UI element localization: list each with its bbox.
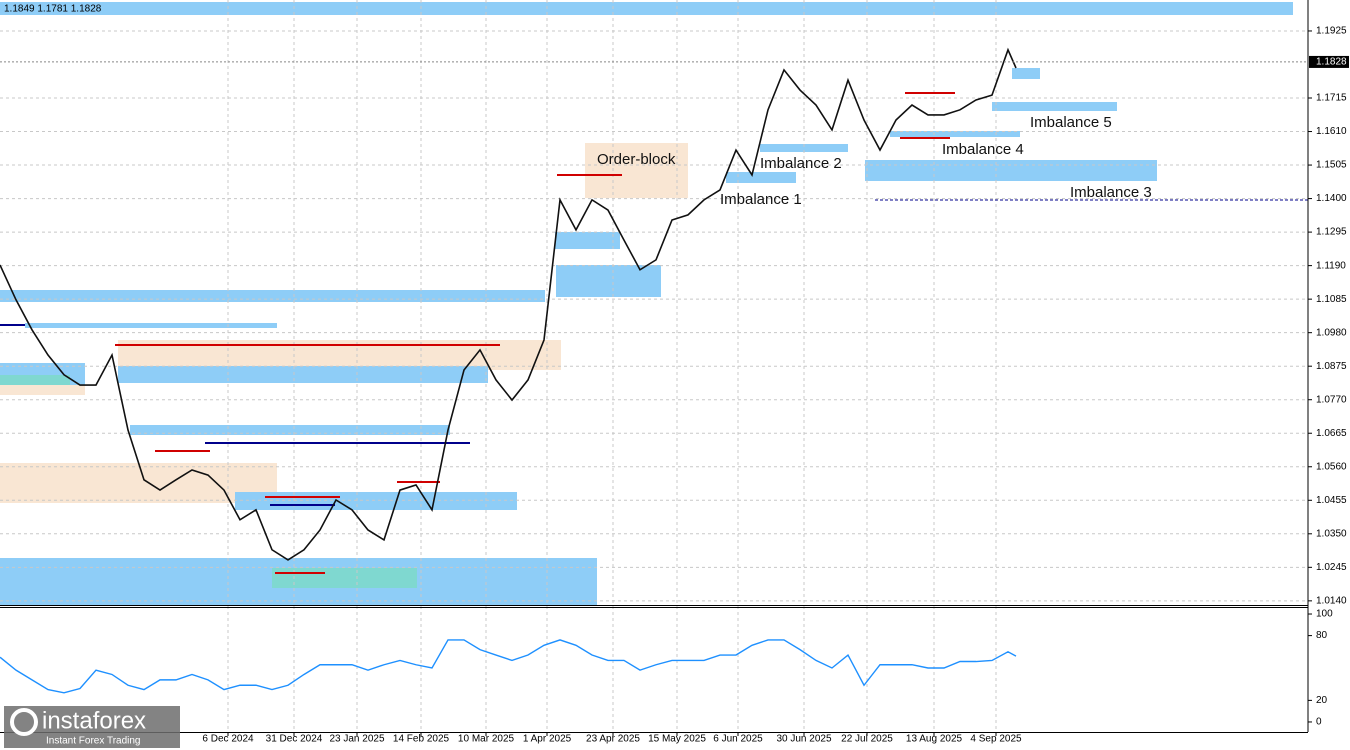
x-tick-label: 14 Feb 2025	[393, 734, 450, 745]
watermark-tagline: Instant Forex Trading	[46, 736, 141, 747]
y-tick-label: 20	[1316, 695, 1328, 706]
header-text: 1.1849 1.1781 1.1828	[4, 4, 102, 15]
imbalance-zone	[890, 131, 1020, 137]
watermark-logo	[10, 708, 38, 736]
price-line	[0, 47, 1017, 561]
imbalance-zone	[1012, 68, 1040, 79]
zones	[0, 2, 1293, 605]
annotation: Order-block	[597, 151, 676, 168]
annotation: Imbalance 4	[942, 141, 1024, 158]
x-tick-label: 13 Aug 2025	[906, 734, 963, 745]
annotation: Imbalance 1	[720, 191, 802, 208]
y-tick-label: 1.1085	[1316, 294, 1347, 305]
imbalance-zone	[235, 492, 517, 510]
y-tick-label: 1.1505	[1316, 160, 1347, 171]
y-tick-label: 1.0245	[1316, 562, 1347, 573]
x-tick-label: 23 Apr 2025	[586, 734, 640, 745]
order-block-zone	[585, 143, 688, 198]
watermark-brand: instaforex	[42, 707, 146, 734]
y-tick-label: 1.0455	[1316, 495, 1347, 506]
y-tick-label: 1.0980	[1316, 327, 1347, 338]
annotation: Imbalance 2	[760, 155, 842, 172]
x-tick-label: 31 Dec 2024	[266, 734, 323, 745]
imbalance-zone	[118, 366, 488, 383]
y-tick-label: 1.1925	[1316, 26, 1347, 37]
annotation: Imbalance 3	[1070, 184, 1152, 201]
x-tick-label: 30 Jun 2025	[776, 734, 831, 745]
y-tick-label: 1.1190	[1316, 260, 1346, 271]
imbalance-zone	[992, 102, 1117, 111]
y-tick-label: 0	[1316, 717, 1322, 728]
imbalance-zone	[130, 425, 450, 435]
imbalance-zone	[556, 265, 661, 297]
x-tick-label: 15 May 2025	[648, 734, 706, 745]
levels	[0, 92, 1308, 574]
x-tick-label: 22 Jul 2025	[841, 734, 893, 745]
x-tick-label: 4 Sep 2025	[970, 734, 1022, 745]
current-price-label: 1.1828	[1316, 57, 1347, 68]
imbalance-zone	[726, 172, 796, 183]
order-block-zone	[0, 383, 85, 395]
y-tick-label: 1.0140	[1316, 595, 1347, 606]
y-tick-label: 100	[1316, 609, 1333, 620]
watermark: instaforex Instant Forex Trading	[4, 706, 180, 748]
grid	[0, 0, 1308, 732]
x-tick-label: 23 Jan 2025	[329, 734, 384, 745]
imbalance-zone	[865, 160, 1157, 181]
y-tick-label: 1.0560	[1316, 461, 1347, 472]
y-tick-label: 1.0770	[1316, 394, 1347, 405]
y-tick-label: 80	[1316, 630, 1328, 641]
y-tick-label: 1.0350	[1316, 528, 1347, 539]
x-tick-label: 6 Dec 2024	[202, 734, 254, 745]
x-tick-label: 6 Jun 2025	[713, 734, 763, 745]
price-line	[0, 639, 1017, 694]
x-tick-label: 1 Apr 2025	[523, 734, 572, 745]
x-tick-label: 10 Mar 2025	[458, 734, 515, 745]
y-tick-label: 1.1715	[1316, 93, 1347, 104]
annotation: Imbalance 5	[1030, 114, 1112, 131]
y-tick-label: 1.1610	[1316, 126, 1347, 137]
y-tick-label: 1.1295	[1316, 227, 1347, 238]
imbalance-zone	[25, 323, 277, 328]
header-bar	[0, 2, 1293, 15]
order-block-zone	[0, 463, 277, 503]
imbalance-zone	[0, 290, 545, 302]
plot	[0, 47, 1308, 694]
y-tick-label: 1.0875	[1316, 361, 1347, 372]
imbalance-zone	[0, 375, 70, 385]
current-price-box	[1309, 55, 1349, 68]
imbalance-zone	[555, 232, 620, 249]
y-tick-label: 1.1400	[1316, 193, 1347, 204]
y-tick-label: 1.0665	[1316, 428, 1347, 439]
imbalance-zone	[760, 144, 848, 152]
